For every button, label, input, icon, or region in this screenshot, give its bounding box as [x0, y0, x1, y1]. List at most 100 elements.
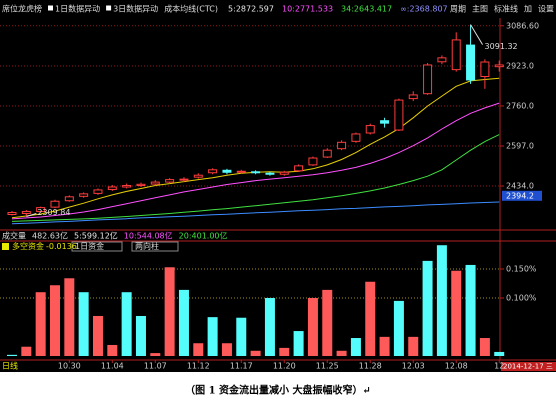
candle-body	[122, 185, 132, 188]
candle-body	[437, 57, 447, 63]
volume-info: 20:401.00亿	[179, 231, 228, 241]
candle-body	[136, 183, 146, 187]
x-tick-label: 11.04	[101, 362, 124, 371]
ma-line	[11, 134, 500, 222]
bar	[408, 336, 419, 356]
ma-line	[11, 102, 500, 220]
checkbox[interactable]	[106, 5, 112, 11]
x-tick-label: 11.12	[187, 362, 210, 371]
x-tick-label: 10.30	[58, 362, 81, 371]
volume-info: 482.63亿	[32, 231, 68, 241]
legend-entry: ∞:2368.807	[400, 5, 448, 14]
select-box[interactable]	[131, 241, 179, 252]
toolbar-item[interactable]: 成本均线(CTC)	[164, 4, 218, 14]
bar	[350, 338, 361, 356]
candle-body	[36, 207, 46, 213]
bar	[92, 315, 103, 356]
bar	[64, 278, 75, 356]
bar	[250, 350, 261, 356]
bar	[221, 343, 232, 356]
candle-body	[494, 64, 504, 68]
y-tick-label: 0.100%	[506, 294, 537, 303]
toolbar-item[interactable]: 周期	[450, 5, 466, 14]
indicator-icon	[2, 243, 9, 250]
legend-entry: 10:2771.533	[282, 5, 333, 14]
x-tick-label: 12	[494, 362, 504, 371]
x-tick-label: 12.03	[402, 362, 425, 371]
bar	[422, 260, 433, 356]
period-label: 日线	[2, 361, 18, 371]
toolbar-item[interactable]: 标准线	[494, 4, 518, 14]
candle-body	[50, 200, 60, 208]
candle-body	[79, 193, 89, 197]
bar	[264, 298, 275, 356]
date-box	[501, 362, 556, 371]
toolbar-item[interactable]: 3日数据异动	[113, 4, 158, 14]
current-marker-label: 2394.2	[506, 191, 534, 200]
current-marker-box	[502, 190, 542, 201]
caption: （图 1 资金流出量减小 大盘振幅收窄）↵	[185, 384, 371, 397]
bar	[21, 346, 32, 356]
bar	[150, 353, 161, 356]
toolbar	[0, 2, 556, 16]
candle-body	[64, 196, 74, 202]
y-tick-label: 2923.0	[506, 61, 534, 70]
bar	[293, 331, 304, 356]
y-tick-label: 3086.60	[506, 21, 539, 30]
toolbar-item[interactable]: 加	[524, 4, 532, 14]
checkbox[interactable]	[48, 5, 53, 11]
toolbar-item[interactable]: 设置	[538, 4, 554, 14]
toolbar-item[interactable]: 主图	[472, 4, 488, 14]
bar	[451, 270, 462, 356]
y-tick-label: 0.150%	[506, 265, 537, 274]
candle-body	[251, 171, 261, 174]
x-tick-label: 11.17	[230, 362, 253, 371]
select-label[interactable]: 1日资金	[75, 241, 104, 251]
bar	[49, 285, 60, 356]
candle-body	[193, 174, 203, 178]
candle-body	[365, 125, 375, 134]
candle-body	[408, 94, 418, 100]
candle-body	[93, 189, 103, 194]
x-tick-label: 11.07	[144, 362, 167, 371]
volume-info: 5:599.12亿	[74, 231, 118, 241]
bar	[207, 317, 218, 356]
bar	[279, 347, 290, 356]
y-tick-label: 2434.0	[506, 182, 534, 191]
indicator-value: -0.0136	[46, 242, 77, 251]
background	[0, 0, 556, 372]
low-annotation: 2309.84	[37, 208, 70, 217]
bar	[107, 344, 118, 356]
select-label[interactable]: 两向柱	[135, 241, 159, 251]
candle-body	[451, 39, 461, 71]
x-tick-label: 11.25	[316, 362, 339, 371]
x-tick-label: 11.20	[273, 362, 296, 371]
bar	[164, 267, 175, 356]
toolbar-item[interactable]: 席位龙虎榜	[2, 4, 42, 14]
y-tick-label: 2760.0	[506, 101, 534, 110]
bar	[178, 289, 189, 356]
bar	[307, 298, 318, 356]
legend-entry: 5:2872.597	[228, 5, 274, 14]
ma-line	[11, 201, 500, 225]
bar	[436, 245, 447, 356]
bar	[78, 292, 89, 356]
bar	[236, 317, 247, 356]
bar	[35, 292, 46, 356]
select-box[interactable]	[71, 241, 123, 252]
bar	[121, 292, 132, 356]
indicator-title: 多空资金	[12, 241, 44, 251]
candle-body	[466, 44, 476, 81]
annotation-line	[26, 213, 37, 217]
legend-entry: 34:2643.417	[341, 5, 392, 14]
candle-body	[265, 172, 275, 175]
toolbar-item[interactable]: 1日数据异动	[55, 4, 100, 14]
candle-body	[423, 64, 433, 95]
candle-body	[222, 169, 232, 173]
candle-body	[394, 99, 404, 131]
bar	[336, 350, 347, 356]
candle-body	[322, 149, 332, 158]
annotation-line	[470, 24, 483, 45]
bar	[465, 264, 476, 356]
